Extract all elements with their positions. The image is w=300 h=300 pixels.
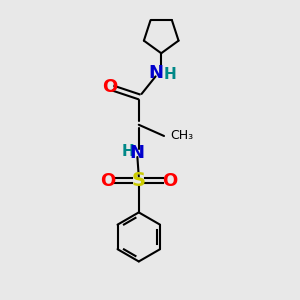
Text: H: H <box>122 144 135 159</box>
Text: N: N <box>129 144 144 162</box>
Text: H: H <box>164 67 177 82</box>
Text: S: S <box>132 171 146 190</box>
Text: N: N <box>148 64 163 82</box>
Text: CH₃: CH₃ <box>170 130 194 142</box>
Text: O: O <box>100 172 116 190</box>
Text: O: O <box>102 78 118 96</box>
Text: O: O <box>162 172 177 190</box>
